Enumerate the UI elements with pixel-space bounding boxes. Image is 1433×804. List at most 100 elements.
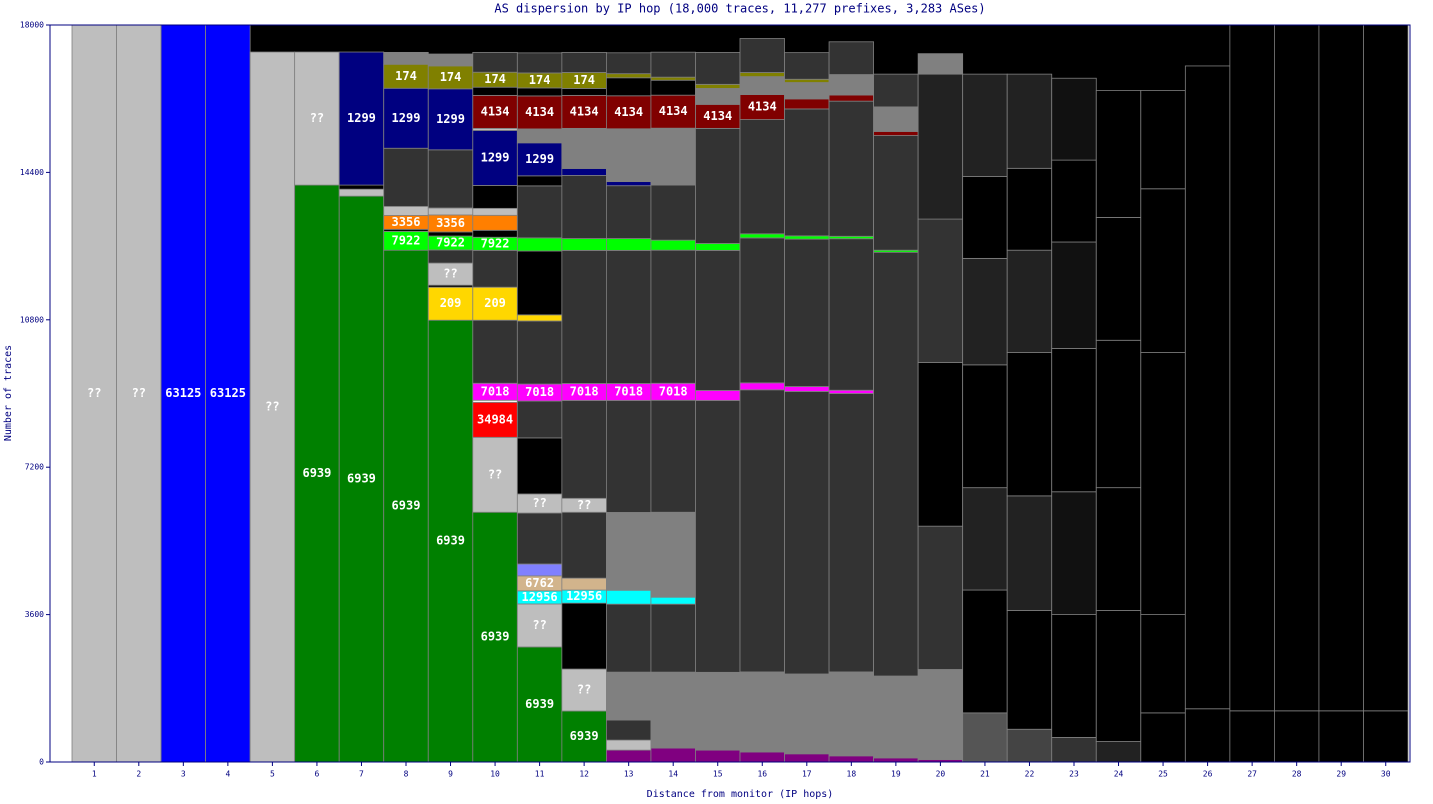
segment bbox=[338, 51, 385, 186]
segment bbox=[516, 128, 563, 144]
segment-label: 4134 bbox=[659, 104, 688, 118]
segment bbox=[695, 243, 741, 251]
segment-label: 6939 bbox=[392, 499, 421, 513]
segment bbox=[1140, 614, 1186, 714]
segment bbox=[1140, 188, 1186, 353]
segment bbox=[1229, 24, 1275, 712]
segment bbox=[472, 130, 518, 186]
y-tick-label: 7200 bbox=[25, 463, 44, 472]
segment bbox=[784, 82, 830, 100]
segment bbox=[650, 239, 696, 251]
segment bbox=[784, 386, 830, 392]
segment bbox=[873, 73, 919, 108]
x-tick-label: 19 bbox=[891, 770, 901, 779]
segment bbox=[739, 38, 785, 73]
y-tick-label: 18000 bbox=[20, 21, 44, 30]
segment-label: 12956 bbox=[522, 590, 558, 604]
segment bbox=[472, 319, 518, 384]
segment-label: 63125 bbox=[165, 386, 201, 400]
segment bbox=[427, 231, 474, 237]
x-tick-label: 15 bbox=[713, 770, 723, 779]
x-tick-label: 16 bbox=[757, 770, 767, 779]
segment-label: 174 bbox=[395, 69, 417, 83]
segment-label: 1299 bbox=[525, 152, 554, 166]
segment bbox=[650, 51, 696, 78]
segment bbox=[561, 511, 607, 579]
y-tick-label: 3600 bbox=[25, 610, 44, 619]
segment bbox=[650, 747, 696, 763]
segment bbox=[695, 671, 741, 751]
segment-label: 7018 bbox=[525, 385, 554, 399]
segment bbox=[650, 511, 696, 598]
segment bbox=[338, 188, 385, 197]
segment-label: 7922 bbox=[392, 233, 421, 247]
segment bbox=[472, 511, 518, 763]
x-tick-label: 21 bbox=[980, 770, 990, 779]
segment bbox=[1051, 737, 1097, 763]
segment bbox=[472, 249, 518, 288]
segment bbox=[561, 238, 607, 251]
segment bbox=[561, 400, 607, 499]
segment bbox=[917, 218, 964, 363]
segment-label: 6939 bbox=[481, 630, 510, 644]
segment bbox=[516, 437, 563, 495]
segment-label: ?? bbox=[132, 386, 146, 400]
y-axis-label: Number of traces bbox=[3, 345, 14, 441]
segment-label: 7018 bbox=[570, 384, 599, 398]
segment bbox=[828, 74, 874, 96]
segment bbox=[962, 73, 1008, 177]
segment-label: 209 bbox=[440, 296, 462, 310]
segment-label: 6762 bbox=[525, 576, 554, 590]
segment bbox=[962, 487, 1008, 591]
segment bbox=[472, 86, 518, 96]
segment bbox=[383, 51, 429, 65]
segment bbox=[1051, 77, 1097, 161]
segment bbox=[606, 719, 652, 741]
segment bbox=[1363, 710, 1409, 763]
segment bbox=[1051, 241, 1097, 349]
segment bbox=[1095, 217, 1142, 341]
segment-label: 174 bbox=[573, 73, 595, 87]
segment bbox=[1184, 708, 1231, 763]
segment bbox=[650, 596, 696, 605]
segment bbox=[739, 389, 785, 673]
segment bbox=[1051, 614, 1097, 738]
segment-label: 6939 bbox=[347, 472, 376, 486]
x-tick-label: 18 bbox=[847, 770, 857, 779]
segment bbox=[784, 753, 830, 763]
segment-label: 63125 bbox=[210, 386, 246, 400]
segment-label: ?? bbox=[310, 111, 324, 125]
segment-label: 1299 bbox=[481, 150, 510, 164]
segment bbox=[472, 436, 518, 513]
segment bbox=[1006, 610, 1053, 730]
segment bbox=[383, 205, 429, 216]
x-tick-label: 20 bbox=[936, 770, 946, 779]
segment bbox=[739, 382, 785, 391]
segment bbox=[516, 563, 563, 577]
x-tick-label: 13 bbox=[624, 770, 634, 779]
segment bbox=[784, 98, 830, 110]
segment bbox=[383, 87, 429, 149]
segment bbox=[695, 390, 741, 401]
segment bbox=[828, 100, 874, 237]
segment bbox=[739, 233, 785, 239]
segment bbox=[1184, 65, 1231, 710]
x-tick-label: 10 bbox=[490, 770, 500, 779]
segment bbox=[739, 119, 785, 235]
segment bbox=[650, 76, 696, 81]
segment bbox=[427, 88, 474, 151]
segment bbox=[1006, 73, 1053, 169]
segment bbox=[650, 184, 696, 241]
segment bbox=[917, 361, 964, 527]
x-tick-label: 26 bbox=[1203, 770, 1213, 779]
segment bbox=[650, 603, 696, 673]
segment-label: 6939 bbox=[302, 466, 331, 480]
segment bbox=[606, 589, 652, 605]
segment bbox=[1051, 491, 1097, 615]
segment bbox=[516, 237, 563, 252]
x-tick-label: 17 bbox=[802, 770, 812, 779]
segment bbox=[561, 668, 607, 712]
x-tick-label: 6 bbox=[315, 770, 320, 779]
segment bbox=[516, 142, 563, 177]
segment bbox=[606, 77, 652, 97]
